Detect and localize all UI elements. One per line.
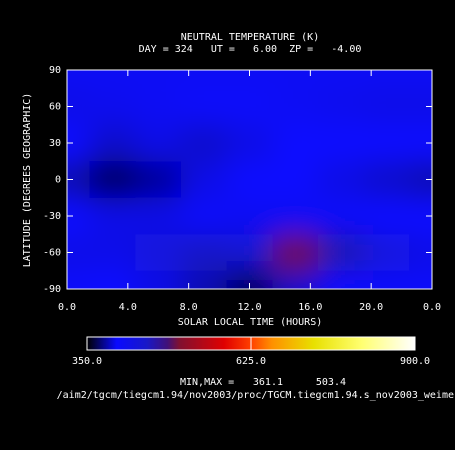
min-value: 361.1 [253, 377, 283, 388]
y-tick-label: 0 [55, 175, 61, 186]
heat-cell [409, 70, 432, 89]
heat-cell [135, 270, 182, 289]
heat-cell [317, 234, 365, 272]
heat-cell [363, 270, 410, 289]
y-tick-label: -30 [43, 211, 61, 222]
heat-cell [272, 70, 319, 89]
heat-cell [181, 197, 228, 235]
min-max-label: MIN,MAX = [180, 377, 234, 388]
heat-cell [409, 234, 432, 272]
y-tick-label: -60 [43, 248, 61, 259]
heat-cell [135, 161, 182, 199]
heat-cell [272, 161, 319, 199]
heat-cell [181, 161, 228, 199]
heat-cell [135, 70, 182, 89]
heat-cell [89, 88, 136, 126]
x-tick-label: 16.0 [298, 302, 322, 313]
heat-cell [135, 88, 182, 126]
heat-cell [226, 88, 273, 126]
heat-cell [272, 88, 319, 126]
heat-cell [89, 270, 136, 289]
heat-cell [67, 161, 91, 199]
heat-cell [67, 270, 91, 289]
x-tick-label: 0.0 [423, 302, 441, 313]
heat-cell [409, 88, 432, 126]
plot-area [67, 70, 432, 289]
x-tick-label: 12.0 [237, 302, 261, 313]
y-axis-label: LATITUDE (DEGREES GEOGRAPHIC) [22, 93, 33, 268]
heat-cell [89, 197, 136, 235]
chart-subtitle: DAY = 324 UT = 6.00 ZP = -4.00 [139, 44, 362, 55]
heat-cell [226, 124, 273, 162]
heatmap [67, 70, 432, 289]
heat-cell [89, 70, 136, 89]
colorbar-tick-label: 625.0 [236, 356, 266, 367]
heat-cell [135, 197, 182, 235]
heat-cell [409, 124, 432, 162]
y-tick-label: -90 [43, 284, 61, 295]
y-tick-label: 90 [49, 65, 61, 76]
heat-cell [363, 234, 410, 272]
heat-cell [67, 88, 91, 126]
file-path: /aim2/tgcm/tiegcm1.94/nov2003/proc/TGCM.… [57, 390, 454, 401]
chart-title: NEUTRAL TEMPERATURE (K) [181, 32, 319, 43]
max-value: 503.4 [316, 377, 346, 388]
x-tick-label: 8.0 [180, 302, 198, 313]
heat-cell [226, 197, 273, 235]
heat-cell [181, 88, 228, 126]
heat-cell [363, 197, 410, 235]
x-tick-label: 0.0 [58, 302, 76, 313]
heat-cell [317, 124, 365, 162]
heat-cell [226, 70, 273, 89]
heat-cell [181, 70, 228, 89]
x-tick-label: 20.0 [359, 302, 383, 313]
heat-cell [317, 70, 365, 89]
colorbar-tick-label: 350.0 [72, 356, 102, 367]
heat-cell [363, 88, 410, 126]
heat-cell [317, 197, 365, 235]
heat-cell [317, 88, 365, 126]
heat-cell [317, 270, 365, 289]
heat-cell [226, 161, 273, 199]
heat-cell [89, 234, 136, 272]
heat-cell [409, 161, 432, 199]
heat-cell [89, 124, 136, 162]
heat-cell [67, 124, 91, 162]
heat-cell [272, 124, 319, 162]
heat-cell [135, 234, 182, 272]
y-tick-label: 30 [49, 138, 61, 149]
heat-cell [181, 124, 228, 162]
heat-cell [89, 161, 136, 199]
heat-cell [226, 270, 273, 289]
heat-cell [363, 161, 410, 199]
heat-cell [135, 124, 182, 162]
heat-cell [409, 270, 432, 289]
heat-cell [67, 234, 91, 272]
heat-cell [409, 197, 432, 235]
heat-cell [181, 270, 228, 289]
heat-cell [181, 234, 228, 272]
heat-cell [67, 70, 91, 89]
heat-cell [363, 124, 410, 162]
heat-cell [67, 197, 91, 235]
heat-cell [226, 234, 273, 272]
heat-cell [363, 70, 410, 89]
heat-cell [272, 234, 319, 272]
heat-cell [272, 197, 319, 235]
colorbar-tick-label: 900.0 [400, 356, 430, 367]
heat-cell [272, 270, 319, 289]
y-tick-label: 60 [49, 102, 61, 113]
x-tick-label: 4.0 [119, 302, 137, 313]
x-axis-label: SOLAR LOCAL TIME (HOURS) [178, 317, 323, 328]
heat-cell [317, 161, 365, 199]
